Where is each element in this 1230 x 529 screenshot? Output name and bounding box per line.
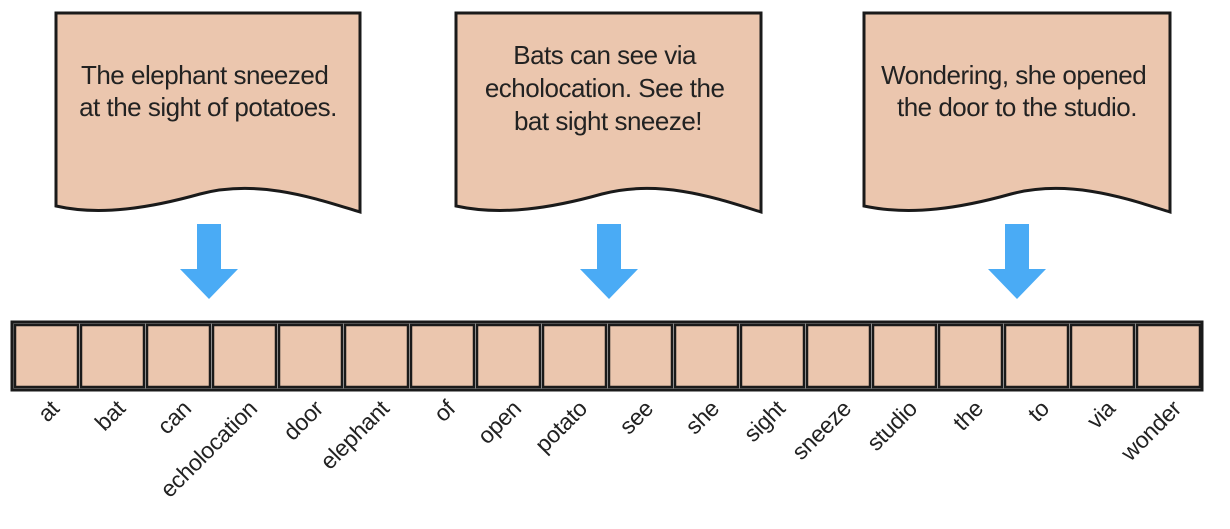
document-3-line-2: the door to the studio.: [897, 92, 1137, 122]
vocabulary-label: sneeze: [786, 395, 856, 465]
document-1-line-1: The elephant sneezed: [81, 60, 328, 90]
document-1-line-2: at the sight of potatoes.: [79, 92, 337, 122]
vector-cell: [541, 323, 608, 389]
document-1: The elephant sneezed at the sight of pot…: [54, 11, 362, 215]
vector-cell: [409, 323, 476, 389]
document-3: Wondering, she opened the door to the st…: [862, 11, 1172, 215]
vocabulary-label: she: [680, 395, 724, 439]
vector-cell: [13, 323, 80, 389]
document-2: Bats can see via echolocation. See the b…: [454, 11, 763, 215]
document-2-line-1: Bats can see via: [513, 40, 697, 70]
svg-text:Wondering, she opened th: Wondering, she opened the door to the st…: [881, 60, 1153, 122]
svg-text:Bats can see via echoloc: Bats can see via echolocation. See the b…: [485, 40, 731, 136]
vocabulary-label: to: [1023, 395, 1055, 427]
vector-cell: [1135, 323, 1202, 389]
document-1-shape: [54, 11, 362, 215]
document-2-shape: [454, 11, 763, 215]
vocabulary-label: open: [472, 395, 526, 449]
vector-cell: [475, 323, 542, 389]
document-2-line-2: echolocation. See the: [485, 73, 725, 103]
vector-cell: [145, 323, 212, 389]
vocabulary-label: door: [278, 395, 329, 446]
vector-cell: [1003, 323, 1070, 389]
vector-cell: [937, 323, 1004, 389]
vocabulary-label: can: [152, 395, 196, 439]
document-3-line-1: Wondering, she opened: [881, 60, 1146, 90]
vector-cell: [607, 323, 674, 389]
vocabulary-label: wonder: [1115, 395, 1187, 467]
arrow-down-icon: [180, 224, 238, 299]
arrow-down-icon: [988, 224, 1046, 299]
vector-cell: [1069, 323, 1136, 389]
vector-cell: [79, 323, 146, 389]
vector-cell: [673, 323, 740, 389]
vector-cell: [343, 323, 410, 389]
svg-text:The elephant sneezed at: The elephant sneezed at the sight of pot…: [79, 60, 337, 122]
vocabulary-label: potato: [530, 395, 592, 457]
vector-cell: [277, 323, 344, 389]
vector-cells: [13, 323, 1202, 389]
document-2-line-3: bat sight sneeze!: [514, 106, 702, 136]
arrow-down-icon: [580, 224, 638, 299]
vocabulary-label: at: [33, 395, 65, 427]
vocabulary-label: sight: [738, 395, 790, 447]
vocabulary-label: via: [1081, 395, 1120, 434]
vector-cell: [871, 323, 938, 389]
vocabulary-label: the: [948, 395, 988, 435]
vocabulary-label: see: [614, 395, 658, 439]
vector-cell: [211, 323, 278, 389]
vocabulary-label: elephant: [315, 395, 395, 475]
vocabulary-label: studio: [862, 395, 923, 456]
vocabulary-label: bat: [90, 395, 131, 436]
vector-cell: [805, 323, 872, 389]
vocabulary-label: of: [429, 395, 461, 427]
document-3-shape: [862, 11, 1172, 215]
vector-cell: [739, 323, 806, 389]
